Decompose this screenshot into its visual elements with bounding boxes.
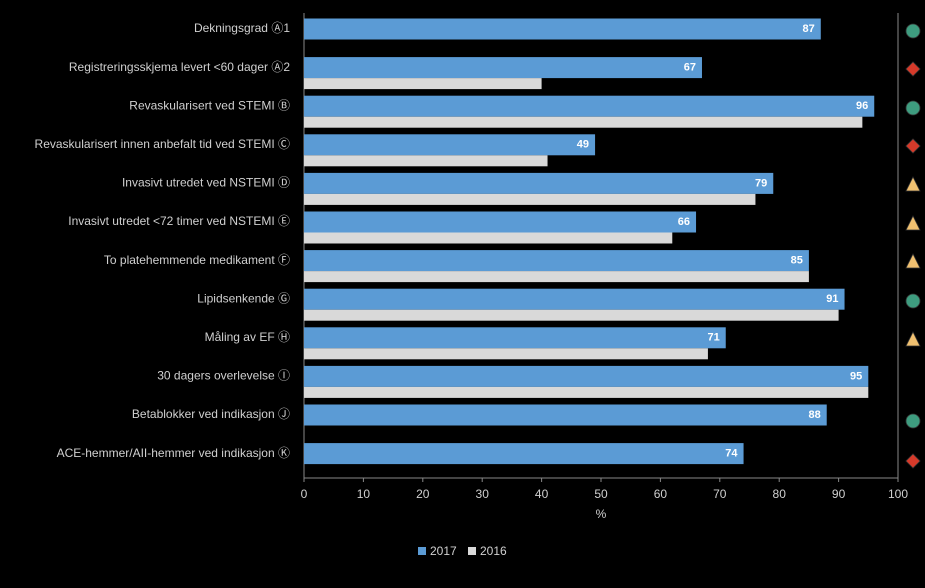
x-axis-label: % xyxy=(596,507,607,521)
bar xyxy=(304,365,869,387)
category-label: Revaskularisert innen anbefalt tid ved S… xyxy=(35,137,290,151)
bar xyxy=(304,57,702,79)
bar xyxy=(304,211,697,233)
bar xyxy=(304,386,869,398)
bar xyxy=(304,95,875,117)
category-label: Dekningsgrad Ⓐ1 xyxy=(194,21,290,35)
status-triangle xyxy=(905,176,921,192)
legend-label: 2017 xyxy=(430,544,457,558)
value-label: 91 xyxy=(826,293,838,305)
x-tick-label: 80 xyxy=(773,487,787,501)
status-circle xyxy=(905,413,921,429)
status-circle xyxy=(905,293,921,309)
value-label: 74 xyxy=(725,448,738,460)
status-triangle xyxy=(905,253,921,269)
bar xyxy=(304,18,821,40)
category-label: Betablokker ved indikasjon Ⓙ xyxy=(132,407,290,421)
value-label: 88 xyxy=(808,409,820,421)
category-label: Revaskularisert ved STEMI Ⓑ xyxy=(129,98,290,112)
value-label: 96 xyxy=(856,100,868,112)
legend-label: 2016 xyxy=(480,544,507,558)
category-label: Lipidsenkende Ⓖ xyxy=(197,291,290,305)
x-tick-label: 70 xyxy=(713,487,727,501)
bar xyxy=(304,78,542,90)
bar xyxy=(304,404,827,426)
status-icons xyxy=(905,23,921,469)
status-triangle xyxy=(905,331,921,347)
bar xyxy=(304,155,548,167)
value-label: 95 xyxy=(850,370,862,382)
x-tick-label: 10 xyxy=(357,487,371,501)
x-tick-label: 30 xyxy=(476,487,490,501)
x-tick-label: 100 xyxy=(888,487,908,501)
category-label: ACE-hemmer/AII-hemmer ved indikasjon Ⓚ xyxy=(57,446,290,460)
bar xyxy=(304,443,744,465)
bar xyxy=(304,348,708,360)
category-label: Invasivt utredet ved NSTEMI Ⓓ xyxy=(122,176,290,190)
category-label: To platehemmende medikament Ⓕ xyxy=(104,253,290,267)
category-label: Registreringsskjema levert <60 dager Ⓐ2 xyxy=(69,60,290,74)
value-label: 66 xyxy=(678,216,690,228)
category-label: 30 dagers overlevelse Ⓘ xyxy=(157,369,290,383)
status-circle xyxy=(905,23,921,39)
x-tick-label: 0 xyxy=(301,487,308,501)
bar xyxy=(304,250,809,272)
status-diamond xyxy=(905,138,921,154)
category-label: Invasivt utredet <72 timer ved NSTEMI Ⓔ xyxy=(68,214,290,228)
status-diamond xyxy=(905,453,921,469)
bar xyxy=(304,193,756,205)
value-label: 49 xyxy=(577,139,589,151)
legend-swatch xyxy=(468,547,476,555)
category-label: Måling av EF Ⓗ xyxy=(205,330,290,344)
x-tick-label: 50 xyxy=(594,487,608,501)
bar xyxy=(304,309,839,321)
status-circle xyxy=(905,100,921,116)
x-tick-label: 90 xyxy=(832,487,846,501)
bar xyxy=(304,327,726,349)
x-tick-label: 40 xyxy=(535,487,549,501)
status-diamond xyxy=(905,61,921,77)
status-triangle xyxy=(905,215,921,231)
legend-swatch xyxy=(418,547,426,555)
bar xyxy=(304,172,774,194)
bar xyxy=(304,288,845,310)
bar xyxy=(304,134,596,156)
value-label: 79 xyxy=(755,177,767,189)
bar xyxy=(304,271,809,283)
value-label: 71 xyxy=(707,332,719,344)
x-tick-label: 20 xyxy=(416,487,430,501)
bar xyxy=(304,232,673,244)
x-tick-label: 60 xyxy=(654,487,668,501)
value-label: 67 xyxy=(684,62,696,74)
value-label: 87 xyxy=(803,23,815,35)
bar xyxy=(304,116,863,128)
value-label: 85 xyxy=(791,255,803,267)
